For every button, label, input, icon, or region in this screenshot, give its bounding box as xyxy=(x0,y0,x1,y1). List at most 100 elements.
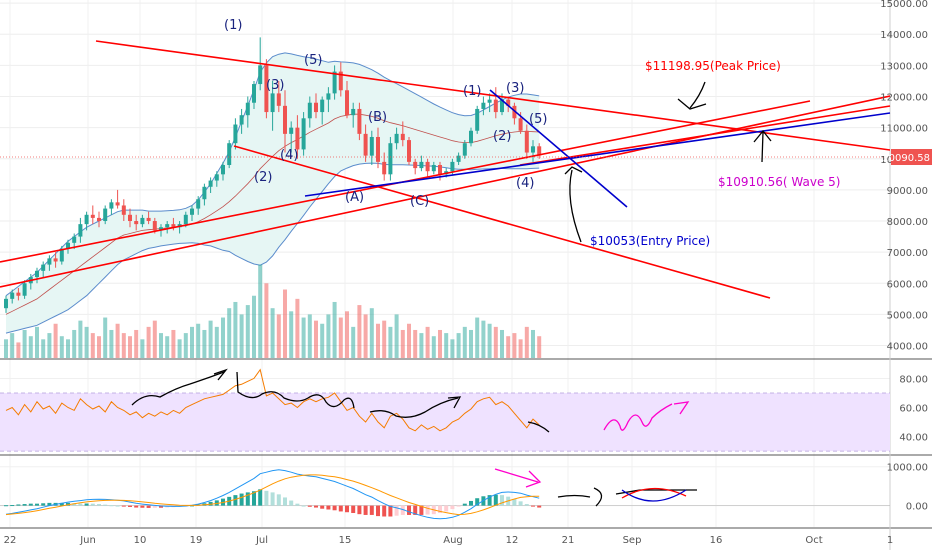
volume-bar xyxy=(177,339,182,358)
candle xyxy=(431,161,436,175)
rsi-tick-label: 80.00 xyxy=(899,374,928,385)
volume-bar xyxy=(537,336,542,358)
candle xyxy=(35,267,39,284)
volume-bar xyxy=(196,323,201,358)
price-tick-label: 13000.00 xyxy=(880,61,928,72)
macd-histogram-bar xyxy=(90,503,95,506)
candle xyxy=(537,143,542,159)
macd-scribble xyxy=(593,487,603,507)
price-tick-label: 4000.00 xyxy=(887,342,928,353)
macd-histogram-bar xyxy=(128,505,132,507)
macd-histogram-bar xyxy=(115,505,120,507)
rsi-scribble xyxy=(236,371,355,409)
macd-histogram-bar xyxy=(10,505,15,507)
trendline-support-2[interactable] xyxy=(0,95,891,288)
wave-label: (5) xyxy=(304,53,322,68)
macd-histogram-bar xyxy=(469,500,473,506)
volume-bar xyxy=(239,314,244,358)
trendline-support-3[interactable] xyxy=(519,105,891,166)
candle-body xyxy=(84,214,89,225)
candle-body xyxy=(196,199,201,209)
candle-body xyxy=(227,143,232,165)
volume-bar xyxy=(438,329,442,358)
wave-label: (C) xyxy=(410,194,429,209)
macd-histogram-bar xyxy=(400,505,405,515)
candle-body xyxy=(332,71,337,94)
entry-price-annotation: $10053(Entry Price) xyxy=(590,234,710,248)
volume-bar xyxy=(531,329,535,358)
macd-histogram-bar xyxy=(121,505,126,507)
candle-body xyxy=(97,217,101,222)
price-axis: 15000.00 14000.00 13000.00 12000.00 11000.00… xyxy=(880,0,928,353)
candle xyxy=(47,255,52,271)
candle xyxy=(462,140,467,159)
candle-body xyxy=(90,214,95,218)
macd-histogram-bar xyxy=(351,505,356,513)
macd-histogram-bar xyxy=(41,503,46,506)
rsi-axis: 80.00 60.00 40.00 xyxy=(899,374,928,443)
candle xyxy=(295,115,300,159)
volume-bar xyxy=(469,329,473,358)
price-tick-label: 11000.00 xyxy=(880,124,928,135)
trendlines xyxy=(0,40,891,299)
candle-body xyxy=(487,99,492,103)
volume-bar xyxy=(431,336,436,358)
candle xyxy=(22,280,27,299)
candlesticks xyxy=(4,37,542,313)
volume-bar xyxy=(524,326,529,358)
candle-body xyxy=(276,93,281,106)
volume-bar xyxy=(66,339,70,358)
macd-histogram-bar xyxy=(295,503,300,506)
volume-bar xyxy=(425,326,430,358)
candle-body xyxy=(4,298,8,309)
macd-histogram-bar xyxy=(208,501,213,506)
macd-histogram-bar xyxy=(537,505,542,508)
volume-bar xyxy=(190,326,194,358)
wave-label: (1) xyxy=(224,18,242,33)
volume-bar xyxy=(97,336,101,358)
price-tick-label: 6000.00 xyxy=(887,279,928,290)
arrow-entry-head xyxy=(564,166,583,175)
candle-body xyxy=(214,174,219,181)
macd-scribble xyxy=(621,489,687,502)
macd-histogram-bar xyxy=(450,505,455,510)
volume-bar xyxy=(351,326,356,358)
candle xyxy=(10,289,15,304)
macd-histogram-bar xyxy=(72,503,77,506)
macd-histogram-bar xyxy=(314,505,318,508)
time-tick-label: 21 xyxy=(562,535,575,546)
candle xyxy=(314,93,318,119)
candle-body xyxy=(270,93,275,113)
candle xyxy=(481,96,486,116)
candle xyxy=(338,62,343,97)
volume-bar xyxy=(233,301,238,358)
time-tick-label: Aug xyxy=(443,535,463,546)
macd-histogram-bar xyxy=(357,505,362,515)
volume-bar xyxy=(41,339,46,358)
hand-drawn-arrows xyxy=(564,81,772,243)
rsi-scribble xyxy=(447,396,462,409)
candle xyxy=(289,121,294,153)
price-tick-label: 5000.00 xyxy=(887,310,928,321)
candle xyxy=(307,96,312,128)
candle xyxy=(264,59,269,119)
trendline-blue-falling[interactable] xyxy=(489,89,628,208)
candle-body xyxy=(41,264,46,271)
trendline-blue-rising[interactable] xyxy=(304,112,891,197)
rsi-scribble xyxy=(213,368,228,381)
wave-label: (A) xyxy=(345,190,364,205)
candle-body xyxy=(363,133,368,156)
candle-body xyxy=(450,161,455,172)
macd-histogram-bar xyxy=(109,505,114,507)
candle-body xyxy=(518,118,523,131)
macd-histogram-bar xyxy=(252,491,256,506)
macd-pane-bg xyxy=(0,457,890,527)
candle-body xyxy=(506,99,511,106)
candle-body xyxy=(338,71,343,91)
candle xyxy=(146,211,151,225)
macd-histogram-bar xyxy=(487,495,492,506)
trendline-lower-channel[interactable] xyxy=(233,145,771,299)
macd-histogram-bar xyxy=(233,495,238,506)
candle-body xyxy=(320,99,325,113)
volume-bar xyxy=(394,314,399,358)
